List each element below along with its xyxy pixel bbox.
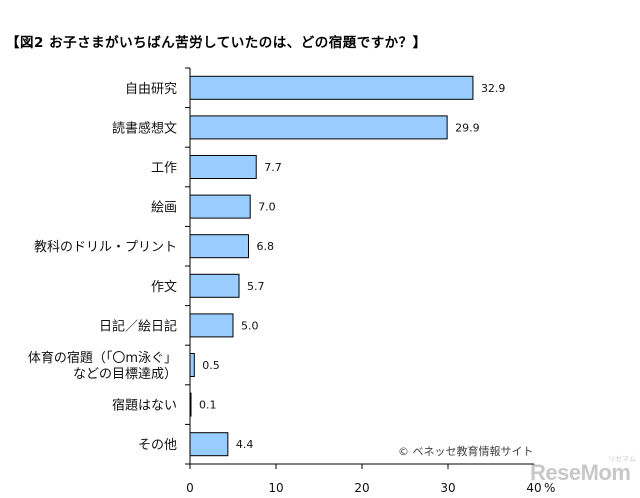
category-label: 工作 — [151, 161, 177, 176]
category-label: 教科のドリル・プリント — [34, 239, 177, 255]
bar — [189, 194, 251, 219]
value-label: 5.7 — [247, 280, 265, 293]
value-label: 7.7 — [264, 161, 282, 174]
x-tick-label: 30 — [440, 481, 455, 495]
x-tick-label: 10 — [268, 481, 283, 495]
copyright-credit: © ベネッセ教育情報サイト — [398, 445, 534, 458]
category-label: その他 — [138, 438, 177, 453]
resemom-logo-subtext: リセマム — [608, 455, 636, 463]
bar — [189, 115, 448, 140]
bar — [189, 155, 257, 179]
category-label: 作文 — [151, 280, 177, 295]
category-label: 日記／絵日記 — [99, 318, 177, 334]
value-label: 5.0 — [241, 319, 259, 332]
bar — [189, 353, 195, 377]
category-label: などの目標達成） — [73, 367, 177, 382]
bar — [189, 432, 229, 457]
value-label: 6.8 — [256, 240, 274, 253]
category-label: 読書感想文 — [112, 120, 177, 136]
category-label: 宿題はない — [112, 398, 177, 414]
value-label: 4.4 — [236, 438, 254, 451]
value-label: 0.1 — [199, 399, 217, 412]
x-tick-label: 40 — [526, 481, 541, 495]
x-tick-label: 0 — [186, 481, 194, 495]
value-label: 7.0 — [258, 201, 276, 214]
value-label: 0.5 — [202, 359, 220, 372]
category-label: 自由研究 — [125, 82, 177, 97]
value-label: 29.9 — [455, 121, 480, 134]
value-label: 32.9 — [481, 82, 506, 95]
bar — [189, 234, 249, 259]
resemom-logo: ReseMom — [530, 460, 631, 485]
bar — [189, 313, 234, 338]
x-tick-label: 20 — [354, 481, 369, 495]
bar — [189, 273, 240, 298]
chart-title: 【図2 お子さまがいちばん苦労していたのは、どの宿題ですか？】 — [6, 35, 427, 51]
x-unit-label: % — [544, 481, 555, 495]
category-label: 絵画 — [151, 201, 177, 216]
category-label: 体育の宿題（「〇m泳ぐ」 — [28, 350, 177, 366]
bar — [189, 75, 474, 100]
